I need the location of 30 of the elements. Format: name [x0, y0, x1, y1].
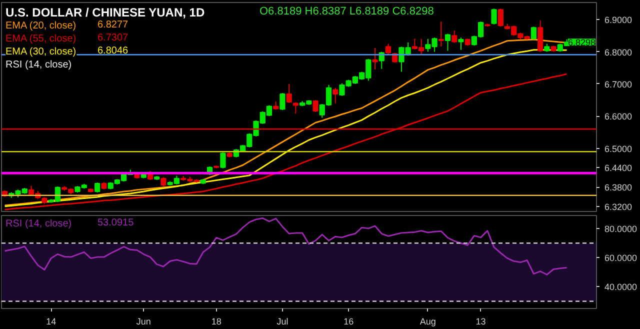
annotation: 6.7307: [98, 32, 129, 44]
y-tick-label: 6.3800: [604, 182, 632, 193]
annotation: O6.8189 H6.8387 L6.8189 C6.8298: [260, 6, 434, 18]
y-tick-label: 6.7000: [604, 79, 632, 90]
text: EMA (20, close): [6, 20, 76, 32]
y-tick-label: 60.0000: [604, 253, 638, 264]
annotation: RSI (14, close): [6, 60, 72, 70]
y-tick-label: 6.4400: [604, 163, 632, 174]
text: EMA (55, close): [6, 34, 76, 44]
x-tick-label: Jul: [276, 316, 288, 326]
annotation: 53.0915: [98, 218, 134, 228]
y-tick-label: 80.0000: [604, 224, 638, 234]
x-tick-label: Jun: [136, 316, 151, 326]
text: EMA (30, close): [6, 46, 76, 58]
x-tick-label: Aug: [420, 316, 436, 326]
annotation: 6.8046: [98, 46, 129, 56]
y-tick-label: 6.9000: [604, 15, 632, 26]
y-tick-label: 40.0000: [604, 282, 638, 292]
chart-title: U.S. DOLLAR / CHINESE YUAN, 1D: [6, 6, 205, 20]
y-tick-label: 6.6000: [604, 112, 632, 122]
text: RSI (14, close): [6, 218, 72, 230]
x-tick-label: 16: [344, 316, 354, 326]
y-tick-label: 6.3200: [604, 202, 632, 212]
annotation: 6.8298: [568, 38, 596, 48]
x-tick-label: 18: [211, 316, 222, 326]
y-tick-label: 6.5000: [604, 144, 632, 154]
x-tick-label: 14: [46, 316, 56, 326]
annotation: 6.8277: [98, 20, 129, 30]
y-tick-label: 6.8000: [604, 47, 632, 58]
x-tick-label: 13: [476, 316, 486, 326]
